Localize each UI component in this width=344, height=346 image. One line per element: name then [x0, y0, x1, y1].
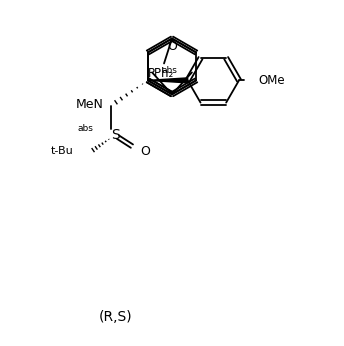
Text: MeN: MeN [76, 98, 104, 111]
Text: O: O [167, 40, 177, 53]
Text: t-Bu: t-Bu [51, 146, 73, 156]
Text: abs: abs [77, 124, 93, 133]
Polygon shape [148, 78, 188, 83]
Text: PPh₂: PPh₂ [148, 67, 174, 80]
Text: OMe: OMe [258, 74, 284, 87]
Text: (R,S): (R,S) [98, 310, 132, 325]
Text: S: S [111, 128, 120, 142]
Text: abs: abs [162, 66, 178, 75]
Text: O: O [140, 145, 150, 157]
